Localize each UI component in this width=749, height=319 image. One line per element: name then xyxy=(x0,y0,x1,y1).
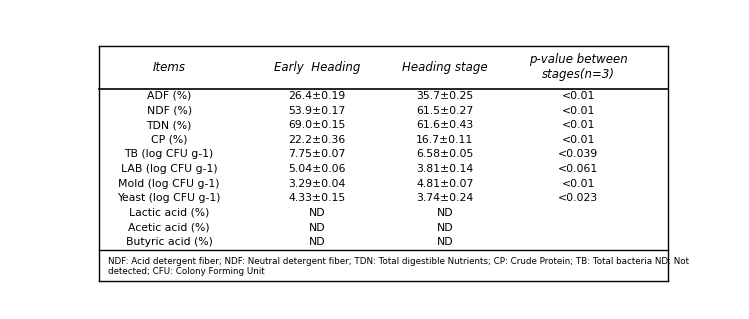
Text: <0.01: <0.01 xyxy=(562,106,595,115)
Text: NDF (%): NDF (%) xyxy=(147,106,192,115)
Text: <0.039: <0.039 xyxy=(558,150,598,160)
Text: 26.4±0.19: 26.4±0.19 xyxy=(288,91,346,101)
Text: Butyric acid (%): Butyric acid (%) xyxy=(126,237,213,247)
Text: TB (log CFU g-1): TB (log CFU g-1) xyxy=(124,150,213,160)
Text: 22.2±0.36: 22.2±0.36 xyxy=(288,135,346,145)
Text: 6.58±0.05: 6.58±0.05 xyxy=(416,150,473,160)
Text: 61.5±0.27: 61.5±0.27 xyxy=(416,106,473,115)
Text: ND: ND xyxy=(309,208,325,218)
Text: 61.6±0.43: 61.6±0.43 xyxy=(416,120,473,130)
Text: 5.04±0.06: 5.04±0.06 xyxy=(288,164,346,174)
Text: ADF (%): ADF (%) xyxy=(147,91,191,101)
Text: Early  Heading: Early Heading xyxy=(274,61,360,74)
Text: <0.061: <0.061 xyxy=(558,164,598,174)
Text: 69.0±0.15: 69.0±0.15 xyxy=(288,120,346,130)
Text: <0.023: <0.023 xyxy=(558,193,598,203)
Text: Mold (log CFU g-1): Mold (log CFU g-1) xyxy=(118,179,220,189)
Text: ND: ND xyxy=(309,223,325,233)
Text: 53.9±0.17: 53.9±0.17 xyxy=(288,106,346,115)
Text: LAB (log CFU g-1): LAB (log CFU g-1) xyxy=(121,164,217,174)
Text: Lactic acid (%): Lactic acid (%) xyxy=(129,208,209,218)
Text: CP (%): CP (%) xyxy=(151,135,187,145)
Text: 7.75±0.07: 7.75±0.07 xyxy=(288,150,346,160)
Text: <0.01: <0.01 xyxy=(562,135,595,145)
Text: Yeast (log CFU g-1): Yeast (log CFU g-1) xyxy=(118,193,221,203)
Text: <0.01: <0.01 xyxy=(562,91,595,101)
Text: 3.29±0.04: 3.29±0.04 xyxy=(288,179,346,189)
Text: ND: ND xyxy=(437,223,453,233)
Text: Heading stage: Heading stage xyxy=(402,61,488,74)
Text: ND: ND xyxy=(437,237,453,247)
Text: p-value between
stages(n=3): p-value between stages(n=3) xyxy=(529,53,628,81)
Text: Items: Items xyxy=(153,61,186,74)
Text: 16.7±0.11: 16.7±0.11 xyxy=(416,135,473,145)
Text: 3.81±0.14: 3.81±0.14 xyxy=(416,164,473,174)
Text: <0.01: <0.01 xyxy=(562,179,595,189)
Text: 35.7±0.25: 35.7±0.25 xyxy=(416,91,473,101)
Text: 4.33±0.15: 4.33±0.15 xyxy=(288,193,346,203)
Text: ND: ND xyxy=(437,208,453,218)
Text: 3.74±0.24: 3.74±0.24 xyxy=(416,193,473,203)
Text: ND: ND xyxy=(309,237,325,247)
Text: 4.81±0.07: 4.81±0.07 xyxy=(416,179,473,189)
Text: NDF: Acid detergent fiber; NDF: Neutral detergent fiber; TDN: Total digestible N: NDF: Acid detergent fiber; NDF: Neutral … xyxy=(108,257,689,276)
Text: Acetic acid (%): Acetic acid (%) xyxy=(128,223,210,233)
Text: <0.01: <0.01 xyxy=(562,120,595,130)
Text: TDN (%): TDN (%) xyxy=(146,120,192,130)
